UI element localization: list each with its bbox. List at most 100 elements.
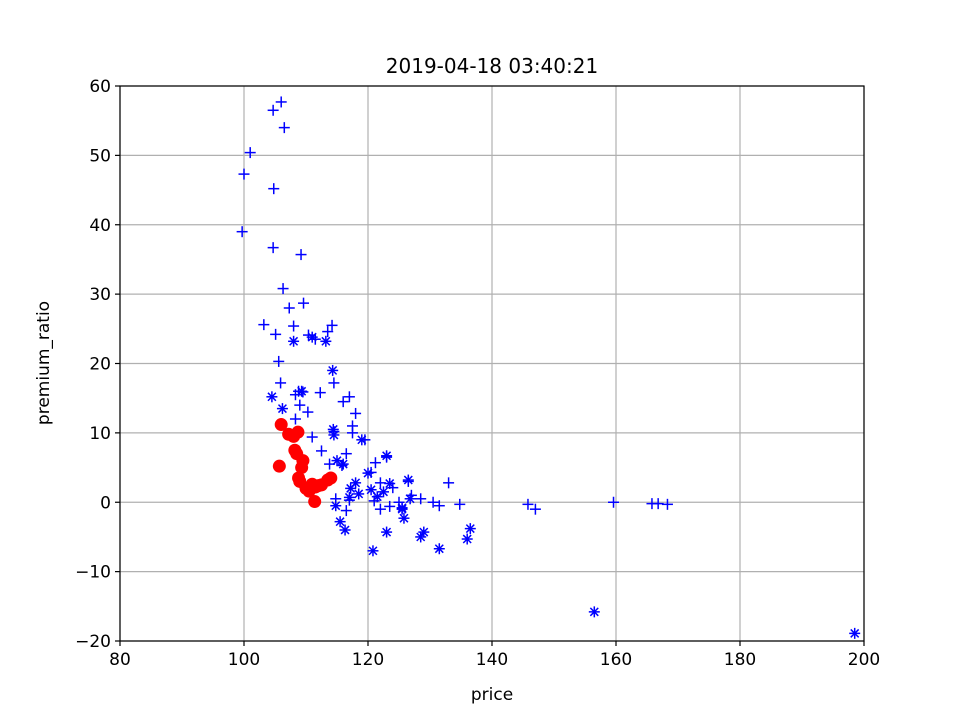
asterisk-marker [371,491,383,503]
x-tick-label: 160 [600,650,632,670]
asterisk-marker [365,484,377,496]
plus-marker [415,493,427,505]
asterisk-marker [378,486,389,498]
plus-marker [326,319,338,331]
plus-marker [340,448,352,460]
asterisk-marker [276,403,288,415]
plus-marker [267,242,279,254]
x-tick-label: 180 [724,650,756,670]
plus-marker [267,104,279,116]
circle-marker [295,461,309,475]
plus-marker [294,399,306,411]
asterisk-marker [337,458,349,470]
y-axis-label: premium_ratio [34,301,54,425]
x-axis-label: price [471,685,513,705]
plus-marker [328,377,340,389]
asterisk-marker [330,500,342,512]
chart-title: 2019-04-18 03:40:21 [386,54,598,78]
y-tick-label: −10 [75,563,111,583]
asterisk-marker [339,524,351,536]
plus-marker [268,183,280,195]
plus-marker [314,387,326,399]
x-tick-label: 200 [848,650,880,670]
asterisk-marker [384,478,396,490]
plus-marker [340,505,352,517]
asterisk-marker [327,364,339,376]
plus-marker [384,500,396,512]
asterisk-marker [588,606,600,618]
plus-marker [522,498,534,510]
asterisk-marker [320,335,332,347]
plus-marker [273,355,285,367]
asterisk-marker [461,533,473,545]
plus-marker [278,122,290,134]
circle-marker [324,471,338,485]
circle-marker [291,425,305,439]
plus-marker [275,377,287,389]
x-tick-label: 140 [476,650,508,670]
asterisk-marker [418,526,430,538]
x-tick-label: 100 [228,650,260,670]
plus-marker [236,226,248,238]
plus-marker [374,477,386,489]
plus-marker [270,328,282,340]
asterisk-marker [306,331,318,343]
plus-marker [369,457,381,469]
plus-marker [443,477,455,489]
plus-marker [322,326,334,338]
plus-marker [244,147,256,159]
y-tick-label: 60 [89,77,111,97]
plus-marker [306,431,318,443]
asterisk-marker [396,502,408,514]
y-tick-label: 50 [89,146,111,166]
asterisk-marker [328,429,340,441]
plus-marker [661,498,673,510]
plus-marker [337,396,349,408]
asterisk-marker [464,523,476,535]
plus-marker [288,320,300,332]
plus-marker [454,498,466,510]
plus-marker [283,302,295,314]
asterisk-marker [849,627,861,639]
plus-marker [238,168,250,180]
plus-marker [295,249,307,261]
grid [119,85,865,642]
plus-marker [652,498,664,510]
plus-marker [347,427,358,439]
circle-marker [272,459,286,473]
plus-marker [316,445,327,457]
x-tick-label: 80 [109,650,131,670]
circle-marker [308,495,322,509]
asterisk-marker [398,512,410,524]
plus-marker [427,496,439,508]
asterisk-marker [362,467,374,479]
asterisk-marker [353,488,365,500]
asterisk-marker [350,477,362,489]
data-points [236,96,861,639]
plus-marker [258,319,270,331]
y-tick-label: 20 [89,355,111,375]
asterisk-marker [404,493,416,505]
plus-marker [343,391,355,403]
plus-marker [289,413,301,425]
asterisk-marker [296,385,308,397]
asterisk-marker [343,491,355,503]
plus-marker [302,406,314,418]
asterisk-marker [402,474,414,486]
asterisk-marker [266,391,278,403]
asterisk-marker [433,543,445,555]
y-tick-label: 0 [100,493,111,513]
y-tick-label: 10 [89,424,111,444]
asterisk-marker [381,450,393,462]
asterisk-marker [381,526,393,538]
plus-marker [277,283,289,295]
plus-marker [374,503,386,515]
y-tick-label: −20 [75,632,111,652]
plus-marker [608,496,620,508]
y-tick-label: 40 [89,216,111,236]
plus-marker [298,297,310,309]
circle-marker [274,418,288,432]
